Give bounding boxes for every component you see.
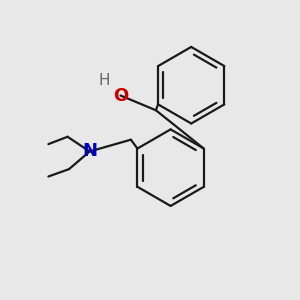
Text: O: O [113, 86, 128, 104]
Text: N: N [82, 142, 97, 160]
Text: H: H [99, 73, 110, 88]
